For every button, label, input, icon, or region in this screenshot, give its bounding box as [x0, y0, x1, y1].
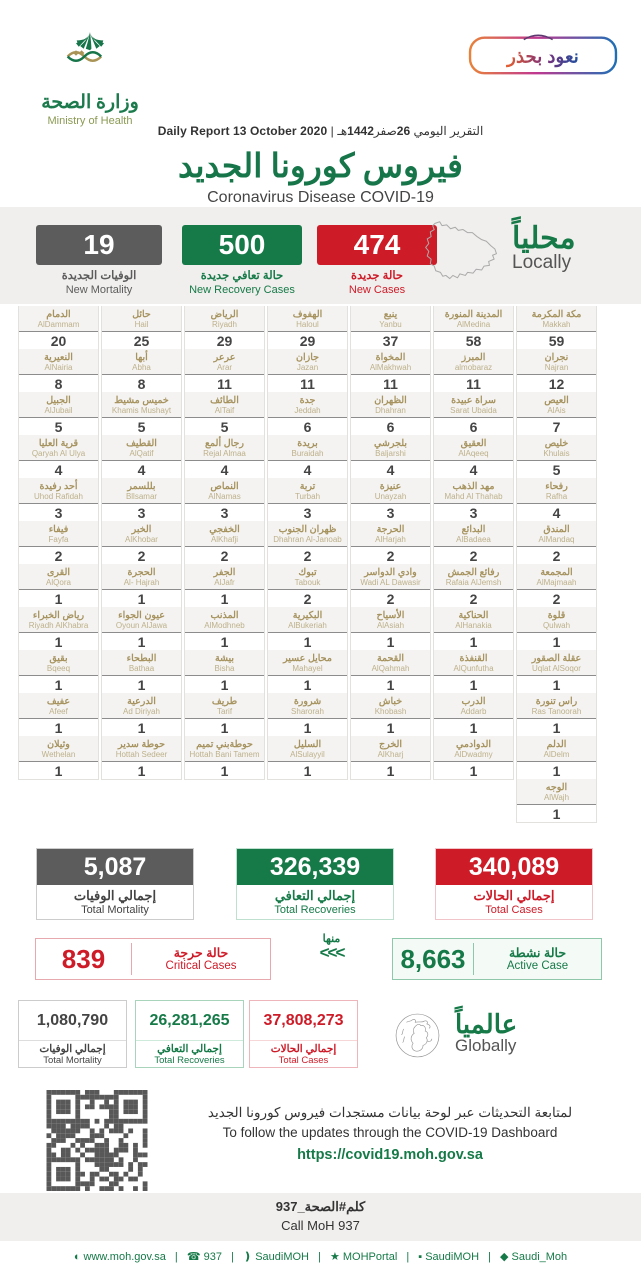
svg-text:نعود بحذر: نعود بحذر	[505, 46, 579, 68]
